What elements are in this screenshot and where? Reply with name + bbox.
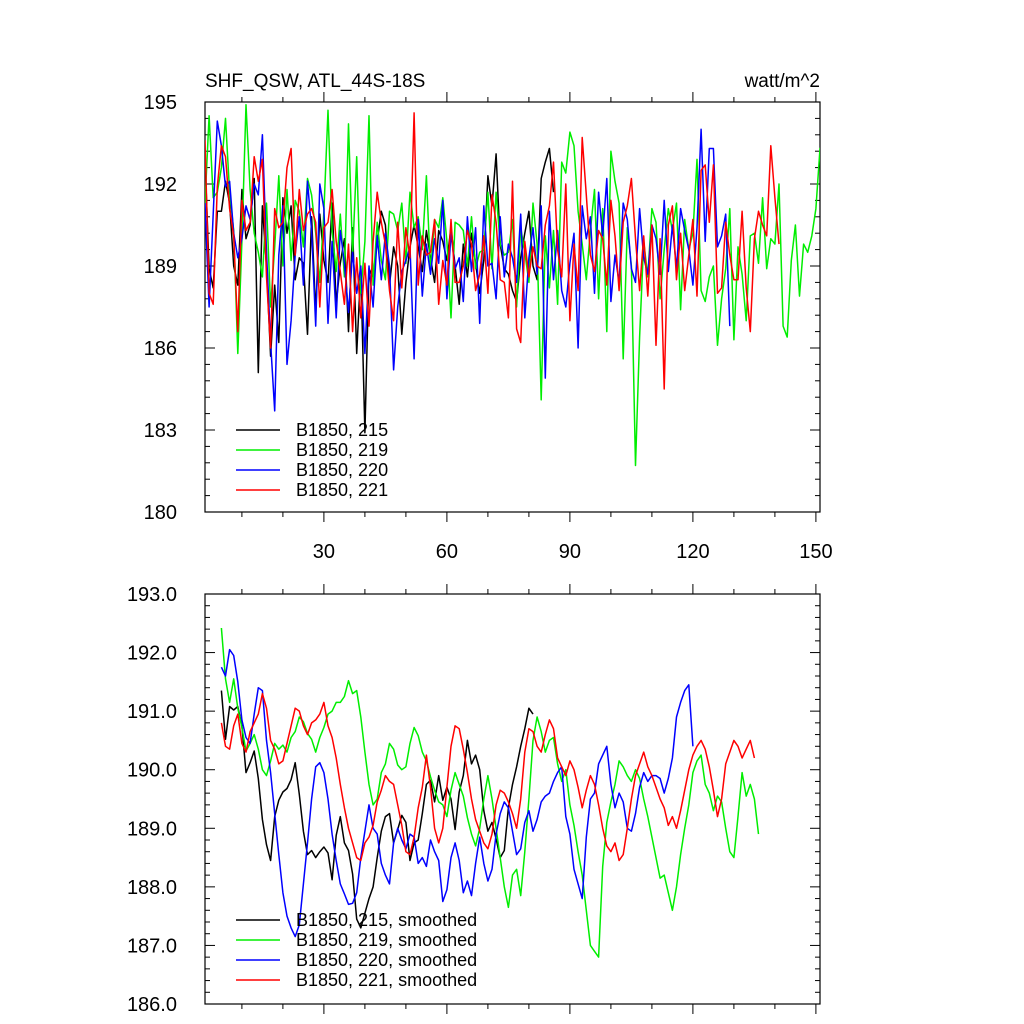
x-tick-label: 60 bbox=[436, 541, 458, 563]
y-tick-label: 191.0 bbox=[127, 701, 177, 723]
series-line-1 bbox=[205, 147, 555, 434]
legend-label: B1850, 219, smoothed bbox=[296, 930, 477, 950]
y-tick-label: 192.0 bbox=[127, 643, 177, 665]
y-tick-label: 189.0 bbox=[127, 818, 177, 840]
y-tick-label: 188.0 bbox=[127, 877, 177, 899]
x-tick-label: 120 bbox=[676, 541, 709, 563]
y-tick-label: 195 bbox=[144, 92, 177, 114]
series-line-4 bbox=[205, 112, 780, 390]
plot-frame bbox=[204, 101, 821, 513]
series-line-3 bbox=[205, 120, 731, 412]
plot-frame bbox=[204, 593, 821, 1005]
legend-label: B1850, 215 bbox=[296, 420, 388, 440]
y-tick-label: 180 bbox=[144, 502, 177, 524]
bottom-panel: 186.0 187.0 188.0 189.0 190.0 191.0 192.0 193.0… bbox=[127, 584, 821, 1016]
series-line-1 bbox=[220, 690, 534, 929]
series-line-4 bbox=[220, 692, 756, 862]
y-tick-label: 190.0 bbox=[127, 760, 177, 782]
legend-label: B1850, 220 bbox=[296, 460, 388, 480]
top-panel: 180 183 186 189 192 195 30 60 90 120 150 B1850, 215… bbox=[144, 92, 833, 563]
series-line-3 bbox=[220, 648, 694, 938]
y-tick-label: 192 bbox=[144, 174, 177, 196]
series-line-2 bbox=[205, 103, 820, 467]
y-tick-label: 186.0 bbox=[127, 994, 177, 1016]
legend-label: B1850, 221 bbox=[296, 480, 388, 500]
y-tick-label: 187.0 bbox=[127, 935, 177, 957]
x-tick-label: 90 bbox=[559, 541, 581, 563]
units-label: watt/m^2 bbox=[744, 71, 820, 92]
y-tick-label: 189 bbox=[144, 256, 177, 278]
legend-label: B1850, 219 bbox=[296, 440, 388, 460]
y-tick-label: 186 bbox=[144, 338, 177, 360]
legend-label: B1850, 215, smoothed bbox=[296, 910, 477, 930]
chart-title: SHF_QSW, ATL_44S-18S bbox=[205, 71, 425, 92]
x-tick-label: 150 bbox=[799, 541, 832, 563]
legend-label: B1850, 221, smoothed bbox=[296, 970, 477, 990]
y-tick-label: 183 bbox=[144, 420, 177, 442]
x-tick-label: 30 bbox=[313, 541, 335, 563]
legend-label: B1850, 220, smoothed bbox=[296, 950, 477, 970]
series-line-2 bbox=[220, 627, 760, 958]
y-tick-label: 193.0 bbox=[127, 584, 177, 606]
